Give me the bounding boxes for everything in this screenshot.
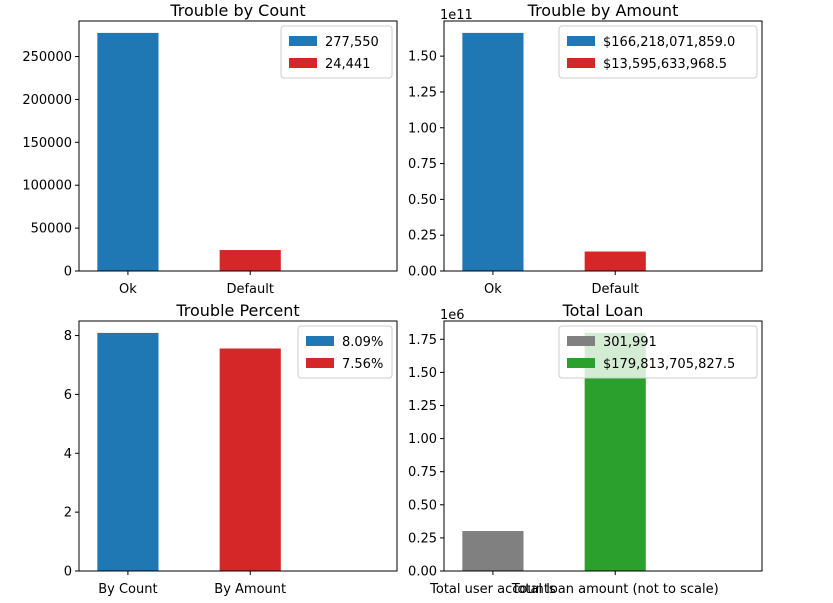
chart-4-ytick-label: 1.75 (408, 333, 437, 348)
chart-3-legend: 8.09% 7.56% (297, 325, 393, 379)
chart-4-ytick-label: 1.25 (408, 399, 437, 414)
chart-3-bar-1 (97, 332, 159, 571)
chart-3-xtick-label: By Count (98, 582, 157, 597)
chart-2-ytick-label: 0.25 (408, 229, 437, 244)
chart-1-ytick-label: 150000 (22, 136, 72, 151)
chart-1-ytick-label: 200000 (22, 93, 72, 108)
chart-2-bar-2 (584, 251, 646, 271)
chart-4-legend-label-2: $179,813,705,827.5 (603, 357, 735, 372)
chart-2-bar-1 (462, 32, 524, 271)
chart-3-ytick-label: 8 (64, 329, 72, 344)
chart-3-legend-swatch-1 (306, 336, 334, 346)
chart-1-legend-label-2: 24,441 (325, 57, 371, 72)
chart-4-bar-1 (462, 531, 524, 571)
chart-4-offset-label: 1e6 (440, 308, 465, 323)
chart-1-ytick-label: 0 (64, 265, 72, 280)
chart-2: 0.00 0.25 0.50 0.75 1.00 1.25 1.50 Ok Default 1e1… (408, 1, 763, 297)
chart-2-ytick-label: 1.00 (408, 121, 437, 136)
chart-1-xtick-label: Default (226, 282, 274, 297)
chart-3-ytick-label: 2 (64, 506, 72, 521)
chart-4: 0.00 0.25 0.50 0.75 1.00 1.25 1.50 1.75 Total us… (408, 301, 763, 597)
chart-3-axes-frame (78, 320, 398, 572)
chart-3-legend-label-1: 8.09% (342, 335, 383, 350)
chart-4-ytick-label: 1.50 (408, 366, 437, 381)
chart-2-legend-label-1: $166,218,071,859.0 (603, 35, 735, 50)
chart-4-ytick-label: 0.50 (408, 498, 437, 513)
chart-2-ytick-label: 0.00 (408, 265, 437, 280)
chart-4-legend-label-1: 301,991 (603, 335, 657, 350)
chart-4-title: Total Loan (562, 301, 644, 320)
chart-4-legend-swatch-2 (567, 358, 595, 368)
chart-1: 0 50000 100000 150000 200000 250000 Ok Default T… (22, 1, 398, 297)
chart-1-legend-swatch-2 (289, 58, 317, 68)
chart-2-ytick-label: 0.50 (408, 193, 437, 208)
chart-1-bar-2 (219, 250, 281, 271)
chart-2-axes-frame (443, 20, 763, 272)
chart-3-ytick-label: 4 (64, 447, 72, 462)
chart-3-ytick-label: 6 (64, 388, 72, 403)
chart-2-xtick-label: Ok (484, 282, 502, 297)
chart-4-ytick-label: 0.75 (408, 465, 437, 480)
chart-2-title: Trouble by Amount (527, 1, 679, 20)
chart-2-xtick-label: Default (591, 282, 639, 297)
chart-3-ytick-label: 0 (64, 565, 72, 580)
chart-3-xtick-label: By Amount (214, 582, 286, 597)
chart-3-title: Trouble Percent (175, 301, 299, 320)
chart-4-xtick-label: Total loan amount (not to scale) (511, 582, 719, 597)
chart-4-ytick-label: 0.25 (408, 531, 437, 546)
chart-4-legend-box (558, 325, 758, 379)
chart-1-ytick-label: 250000 (22, 50, 72, 65)
chart-1-ytick-label: 50000 (31, 222, 72, 237)
chart-4-legend: 301,991 $179,813,705,827.5 (558, 325, 758, 379)
chart-4-xtick-label: Total user accounts (429, 582, 556, 597)
chart-4-ytick-label: 0.00 (408, 565, 437, 580)
chart-3: 0 2 4 6 8 By Count By Amount Trouble Percent 8.0… (64, 301, 398, 597)
chart-3-bar-2 (219, 348, 281, 571)
chart-4-axes-frame (443, 320, 763, 572)
chart-2-legend-box (558, 25, 758, 79)
chart-2-ytick-label: 1.50 (408, 50, 437, 65)
chart-2-legend: $166,218,071,859.0 $13,595,633,968.5 (558, 25, 758, 79)
chart-1-ytick-label: 100000 (22, 179, 72, 194)
chart-1-title: Trouble by Count (169, 1, 305, 20)
chart-4-legend-swatch-1 (567, 336, 595, 346)
chart-2-ytick-label: 0.75 (408, 157, 437, 172)
chart-2-offset-label: 1e11 (440, 8, 473, 23)
chart-1-legend: 277,550 24,441 (280, 25, 393, 79)
chart-1-legend-swatch-1 (289, 36, 317, 46)
chart-3-legend-swatch-2 (306, 358, 334, 368)
chart-3-legend-label-2: 7.56% (342, 357, 383, 372)
chart-2-legend-swatch-2 (567, 58, 595, 68)
chart-1-bar-1 (97, 32, 159, 272)
chart-2-legend-swatch-1 (567, 36, 595, 46)
chart-4-ytick-label: 1.00 (408, 432, 437, 447)
chart-2-legend-label-2: $13,595,633,968.5 (603, 57, 727, 72)
chart-1-legend-label-1: 277,550 (325, 35, 379, 50)
chart-2-ytick-label: 1.25 (408, 85, 437, 100)
chart-1-xtick-label: Ok (119, 282, 137, 297)
chart-1-axes-frame (78, 20, 398, 272)
